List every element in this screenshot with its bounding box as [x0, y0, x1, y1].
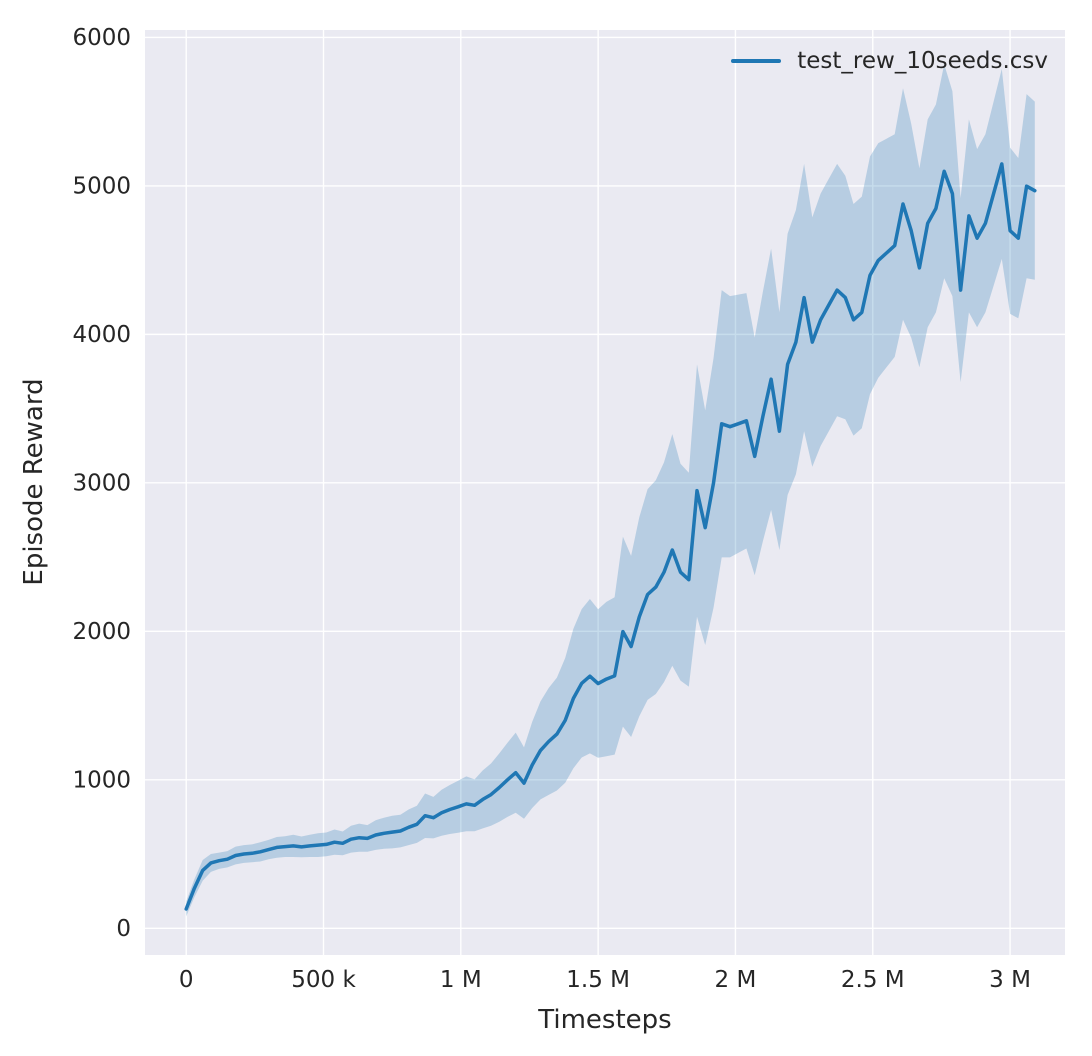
y-tick-label: 6000: [72, 25, 131, 51]
legend: test_rew_10seeds.csv: [731, 48, 1048, 74]
x-tick-label: 2 M: [715, 967, 757, 993]
legend-line-swatch: [731, 58, 782, 64]
x-axis-label: Timesteps: [538, 1005, 672, 1035]
x-tick-label: 1.5 M: [566, 967, 630, 993]
x-tick-label: 500 k: [291, 967, 356, 993]
mean-line: [184, 162, 1037, 911]
x-tick-label: 1 M: [440, 967, 482, 993]
legend-label: test_rew_10seeds.csv: [797, 48, 1048, 74]
x-tick-label: 2.5 M: [841, 967, 905, 993]
plot-background: [145, 30, 1065, 955]
y-tick-label: 1000: [72, 767, 131, 793]
y-tick-label: 0: [116, 916, 131, 942]
y-tick-label: 4000: [72, 322, 131, 348]
y-tick-label: 5000: [72, 173, 131, 199]
x-tick-label: 0: [179, 967, 194, 993]
confidence-band: [186, 64, 1035, 917]
x-tick-label: 3 M: [989, 967, 1031, 993]
y-axis-label: Episode Reward: [19, 378, 49, 586]
y-tick-label: 3000: [72, 470, 131, 496]
y-tick-label: 2000: [72, 619, 131, 645]
